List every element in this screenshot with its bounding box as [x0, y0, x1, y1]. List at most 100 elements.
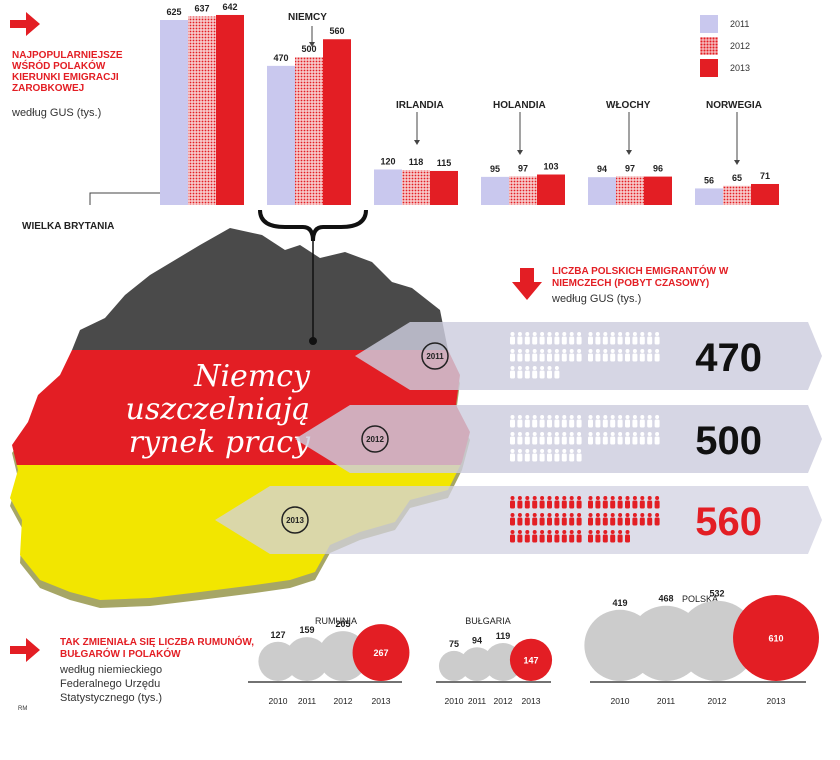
legend-swatch-2012: [700, 37, 718, 55]
bar-wielka-brytania-2011: [160, 20, 188, 205]
value-label-polska-2013: 610: [768, 634, 783, 644]
year-tick-bulgaria-2013: 2013: [522, 696, 541, 706]
bar-label-niemcy-2013: 560: [329, 26, 344, 36]
bar-label-wlochy-2013: 96: [653, 164, 663, 174]
value-label-rumunia-2012: 205: [335, 619, 350, 629]
year-label-2013: 2013: [286, 516, 304, 525]
circle-polska-2013: [733, 595, 819, 681]
circle-bulgaria-2013: [509, 638, 553, 681]
year-label-2011: 2011: [426, 352, 444, 361]
bar-wlochy-2011: [588, 177, 616, 205]
year-tick-bulgaria-2010: 2010: [445, 696, 464, 706]
bar-wielka-brytania-2013: [216, 14, 244, 205]
germany-section-subtitle: według GUS (tys.): [552, 293, 642, 305]
legend-label-2012: 2012: [730, 41, 751, 51]
headline: Niemcy uszczelniają rynek pracy: [125, 359, 310, 460]
group-label-polska: POLSKA: [682, 594, 718, 604]
bar-niemcy-2012: [295, 57, 323, 205]
year-tick-rumunia-2012: 2012: [334, 696, 353, 706]
bar-label-wlochy-2011: 94: [597, 164, 607, 174]
label-holandia: HOLANDIA: [493, 100, 546, 111]
big-number-2012: 500: [695, 419, 762, 463]
bar-holandia-2013: [537, 174, 565, 205]
bar-label-holandia-2013: 103: [543, 162, 558, 172]
compare-section-title: TAK ZMIENIAŁA SIĘ LICZBA RUMUNÓW, BUŁGAR…: [60, 637, 255, 660]
circle-rumunia-2011: [285, 637, 329, 681]
value-label-polska-2012: 532: [709, 590, 724, 599]
value-label-rumunia-2013: 267: [373, 648, 388, 658]
year-tick-rumunia-2013: 2013: [372, 696, 391, 706]
bar-holandia-2011: [481, 176, 509, 205]
value-label-polska-2011: 468: [658, 594, 673, 604]
niemcy-brace: [258, 209, 368, 345]
year-tick-bulgaria-2011: 2011: [468, 696, 487, 706]
year-tick-rumunia-2010: 2010: [269, 696, 288, 706]
value-label-bulgaria-2011: 94: [472, 635, 482, 645]
big-number-2013: 560: [695, 500, 762, 544]
bar-label-irlandia-2013: 115: [437, 158, 452, 168]
label-norwegia: NORWEGIA: [706, 100, 762, 111]
bar-label-norwegia-2013: 71: [760, 171, 770, 181]
bar-label-holandia-2011: 95: [490, 164, 500, 174]
bar-label-niemcy-2011: 470: [273, 53, 288, 63]
year-tick-polska-2011: 2011: [657, 696, 676, 706]
wlochy-arrow-icon: [626, 150, 632, 155]
bar-wlochy-2013: [644, 176, 672, 205]
germany-year-banners: 2011 470 2012 500 2013 560: [215, 322, 822, 554]
bar-irlandia-2013: [430, 170, 458, 205]
year-circle-2013: [281, 506, 309, 534]
year-circle-2011: [421, 342, 449, 370]
year-tick-bulgaria-2012: 2012: [494, 696, 513, 706]
year-tick-rumunia-2011: 2011: [298, 696, 317, 706]
bar-wlochy-2012: [616, 176, 644, 205]
bar-label-irlandia-2011: 120: [380, 156, 395, 166]
legend-label-2011: 2011: [730, 19, 750, 29]
label-niemcy: NIEMCY: [288, 12, 327, 23]
legend-item-2011: 2011: [700, 14, 750, 34]
bar-label-norwegia-2011: 56: [704, 175, 714, 185]
people-icons-2012: [510, 415, 660, 462]
arrow-right-icon: [10, 12, 40, 36]
legend: 2011 2012 2013: [700, 14, 750, 78]
compare-section-subtitle: według niemieckiego Federalnego Urzędu S…: [60, 664, 163, 704]
bar-label-norwegia-2012: 65: [732, 173, 742, 183]
niemcy-arrow-icon: [309, 42, 315, 47]
holandia-arrow-icon: [517, 150, 523, 155]
circle-rumunia-2013: [352, 624, 410, 681]
value-label-bulgaria-2013: 147: [523, 655, 538, 665]
intro-title: NAJPOPULARNIEJSZE WŚRÓD POLAKÓW KIERUNKI…: [12, 50, 123, 94]
arrow-down-icon: [512, 268, 542, 300]
bar-label-niemcy-2012: 500: [301, 44, 316, 54]
bar-label-wielka-brytania-2011: 625: [166, 7, 181, 17]
legend-label-2013: 2013: [730, 63, 751, 73]
bar-label-holandia-2012: 97: [518, 163, 528, 173]
germany-section-title: LICZBA POLSKICH EMIGRANTÓW W NIEMCZECH (…: [552, 266, 729, 289]
label-wlochy: WŁOCHY: [606, 100, 651, 111]
label-wielka-brytania: WIELKA BRYTANIA: [22, 221, 115, 232]
legend-item-2013: 2013: [700, 58, 750, 78]
group-label-rumunia: RUMUNIA: [315, 616, 357, 626]
legend-item-2012: 2012: [700, 36, 750, 56]
value-label-bulgaria-2012: 119: [496, 631, 511, 641]
group-label-bulgaria: BUŁGARIA: [465, 616, 511, 626]
bar-niemcy-2013: [323, 39, 351, 205]
value-label-rumunia-2010: 127: [270, 630, 285, 640]
bar-label-irlandia-2012: 118: [409, 157, 424, 167]
bar-norwegia-2011: [695, 188, 723, 205]
people-icons-2011: [510, 332, 660, 379]
legend-swatch-2013: [700, 59, 718, 77]
norwegia-arrow-icon: [734, 160, 740, 165]
bar-label-wielka-brytania-2013: 642: [222, 2, 237, 12]
bar-irlandia-2012: [402, 170, 430, 205]
arrow-right-icon-bottom: [10, 638, 40, 662]
bar-norwegia-2012: [723, 185, 751, 205]
value-label-rumunia-2011: 159: [299, 625, 314, 635]
credit: RM: [18, 706, 28, 712]
people-icons-2013: [510, 496, 660, 543]
bar-norwegia-2013: [751, 183, 779, 205]
bar-wielka-brytania-2012: [188, 16, 216, 206]
irlandia-arrow-icon: [414, 140, 420, 145]
bar-label-wlochy-2012: 97: [625, 163, 635, 173]
top-bar-chart: 625 637 642 470 500 560 120 118 115 95 97 103 94 97 96…: [89, 2, 779, 206]
compare-circles-chart: RUMUNIA 127 2010 159 2011 205 2012 267 2013 BUŁGA…: [248, 590, 819, 706]
